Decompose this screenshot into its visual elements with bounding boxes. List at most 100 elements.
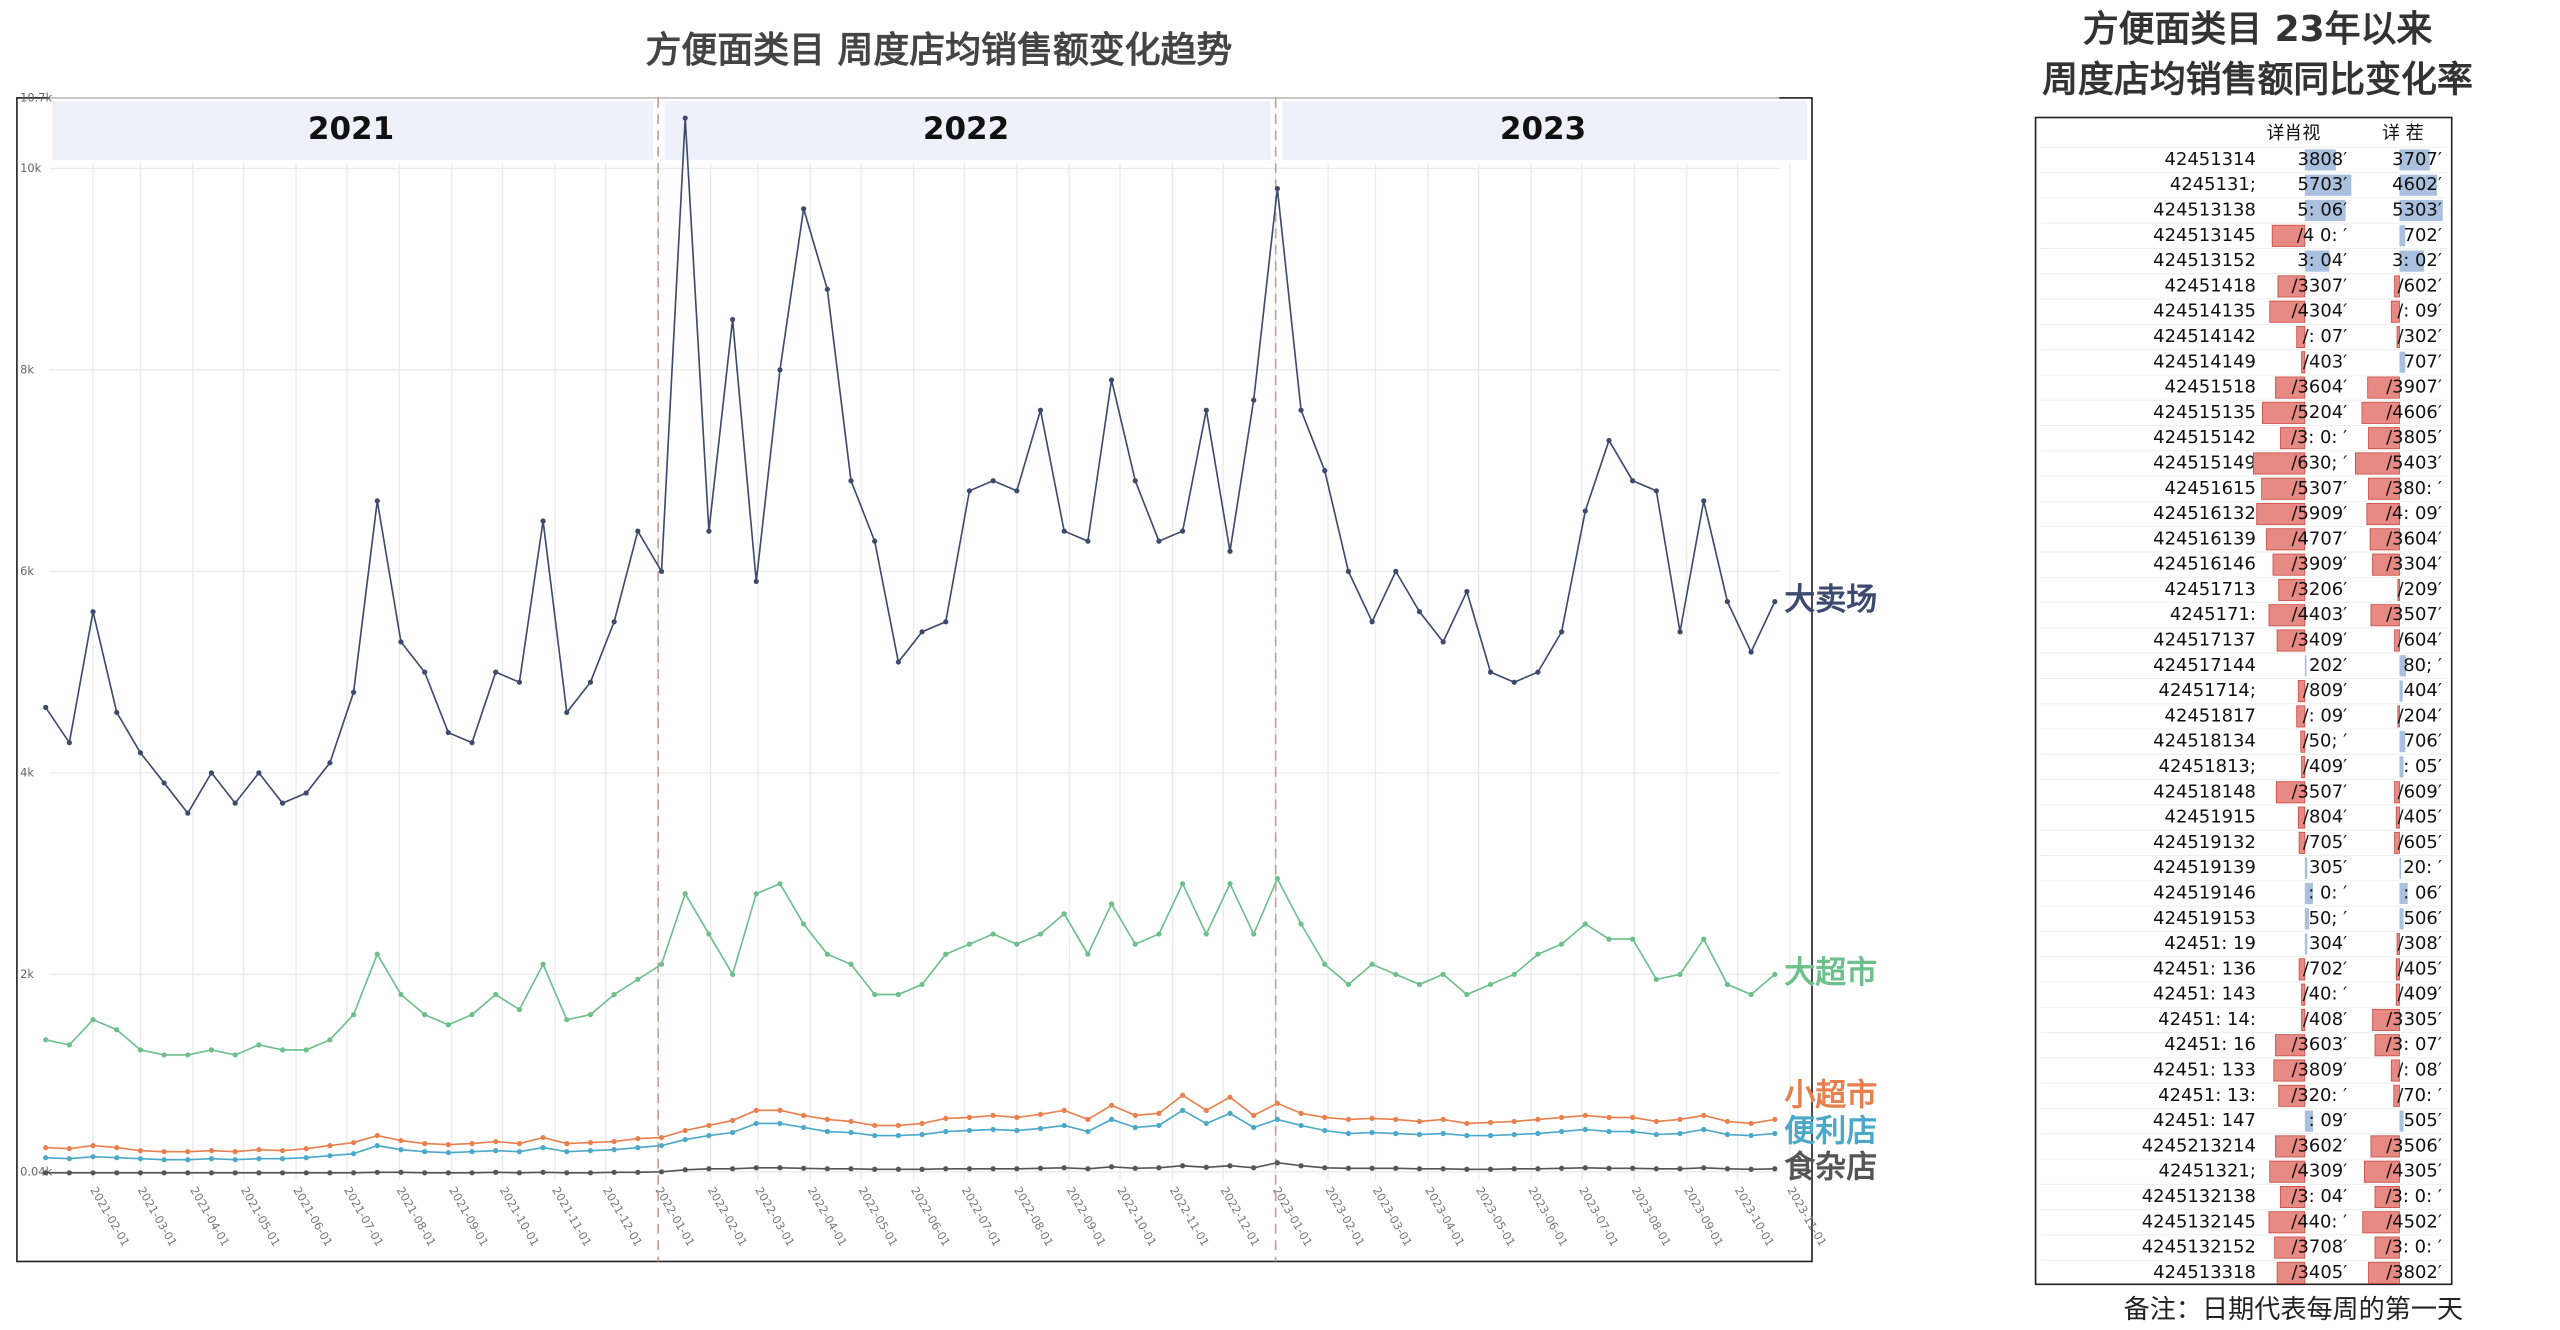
change-bar (2366, 503, 2400, 526)
series-line (45, 876, 1776, 1056)
change-text: 5303′ (2392, 200, 2442, 221)
point (43, 1145, 49, 1151)
column-header: 详肖视 (2267, 123, 2321, 144)
point (1345, 1165, 1352, 1171)
change-text: /3708′ (2291, 1237, 2347, 1258)
change-bar (2304, 933, 2308, 955)
point (1487, 1119, 1494, 1126)
point (1535, 1116, 1541, 1123)
point (1487, 1132, 1494, 1139)
point (1108, 901, 1115, 907)
point (1061, 1107, 1067, 1113)
point (777, 1165, 783, 1171)
row-label: 42451615 (2165, 478, 2256, 499)
point (1511, 1118, 1517, 1125)
point (1511, 1131, 1517, 1138)
point (1772, 1166, 1778, 1172)
point (1487, 1166, 1494, 1172)
point (1558, 629, 1565, 635)
point (587, 1139, 594, 1146)
point (1156, 1110, 1162, 1116)
point (350, 1139, 357, 1146)
point (1582, 1126, 1588, 1133)
x-tick-label: 2022-12-01 (1218, 1184, 1263, 1248)
point (43, 1170, 49, 1176)
change-bar (2275, 1135, 2306, 1158)
point (1108, 1164, 1115, 1170)
row-label: 4245171: (2170, 604, 2256, 625)
point (848, 1166, 854, 1172)
point (1630, 478, 1636, 484)
change-text: 706′ (2404, 731, 2442, 752)
point (1180, 881, 1186, 887)
point (90, 1142, 96, 1149)
change-text: 305′ (2309, 857, 2347, 878)
point (137, 1148, 144, 1154)
change-bar (2374, 1236, 2400, 1259)
point (1606, 936, 1612, 942)
point (516, 1170, 523, 1176)
point (232, 1170, 238, 1176)
point (777, 1107, 783, 1113)
x-tick-label: 2021-06-01 (290, 1184, 335, 1248)
point (137, 1170, 144, 1176)
point (1014, 1166, 1020, 1172)
change-text: /70: ′ (2397, 1085, 2442, 1106)
point (587, 1012, 594, 1018)
change-text: /4305′ (2386, 1161, 2442, 1182)
change-text: : 05′ (2403, 756, 2442, 777)
point (445, 1170, 451, 1176)
point (1748, 649, 1754, 655)
point (1298, 1122, 1304, 1129)
change-bar (2363, 1160, 2400, 1183)
point (540, 1169, 546, 1175)
x-tick-label: 2022-04-01 (805, 1184, 850, 1248)
point (801, 206, 807, 212)
change-text: /4304′ (2291, 301, 2347, 322)
point (1606, 437, 1612, 444)
change-bar (2256, 503, 2306, 526)
point (137, 1047, 144, 1053)
x-tick-label: 2022-02-01 (705, 1184, 750, 1248)
year-band (1282, 101, 1808, 160)
change-text: /405′ (2398, 807, 2442, 828)
row-label: 424515142 (2153, 427, 2256, 448)
point (1464, 1166, 1470, 1172)
change-bar (2261, 477, 2306, 500)
point (753, 578, 759, 585)
point (966, 941, 973, 947)
change-text: /702′ (2303, 958, 2347, 979)
point (516, 1149, 523, 1155)
point (1558, 1165, 1565, 1171)
point (1156, 1122, 1162, 1129)
point (1440, 1166, 1446, 1172)
change-bar (2397, 578, 2400, 601)
change-bar (2297, 680, 2306, 703)
point (1416, 981, 1423, 988)
row-label: 424517137 (2153, 630, 2256, 651)
point (1535, 951, 1541, 957)
point (1061, 528, 1067, 534)
change-bar (2374, 1185, 2400, 1209)
change-text: /4309′ (2291, 1161, 2347, 1182)
point (469, 1170, 475, 1176)
change-bar (2253, 452, 2306, 475)
row-label: 424517144 (2153, 655, 2256, 676)
point (1582, 508, 1588, 514)
point (256, 1170, 262, 1176)
point (493, 1148, 499, 1154)
point (966, 1127, 973, 1134)
point (1227, 1094, 1233, 1100)
row-label: 42451813; (2159, 756, 2256, 777)
point (1037, 1165, 1044, 1171)
column-header: 详 茬 (2382, 123, 2424, 144)
point (445, 729, 451, 736)
change-bar (2399, 882, 2408, 905)
point (422, 1149, 428, 1155)
point (185, 810, 191, 816)
point (1014, 1127, 1020, 1134)
series-label: 食杂店 (1784, 1149, 1877, 1185)
change-bar (2367, 376, 2400, 399)
change-text: /4: 09′ (2386, 503, 2442, 524)
plot-frame (16, 97, 1813, 1263)
